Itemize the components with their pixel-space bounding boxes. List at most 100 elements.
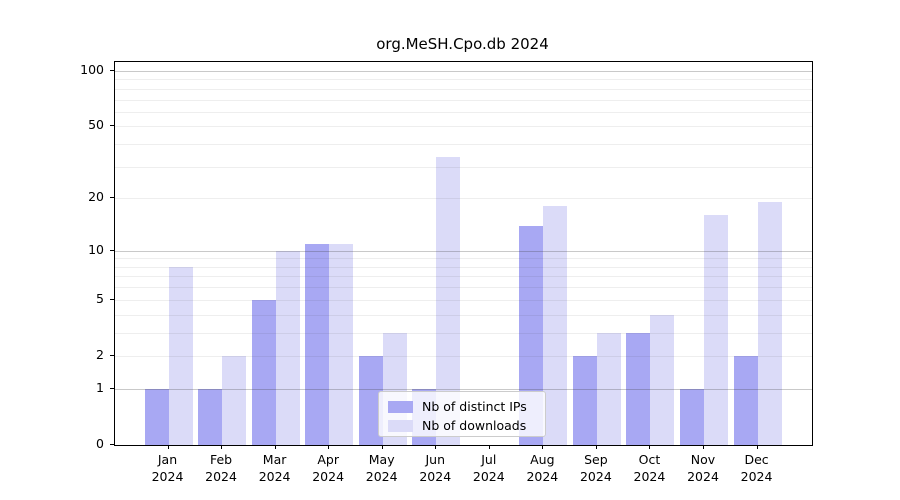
x-axis-tick xyxy=(274,445,276,449)
gridline-minor xyxy=(115,287,812,289)
bar-distinct-ips xyxy=(572,355,597,445)
x-tick-month: Mar xyxy=(262,452,287,467)
x-tick-month: Nov xyxy=(690,452,716,467)
y-axis-tick xyxy=(110,249,114,251)
y-tick-label: 1 xyxy=(96,379,104,395)
x-tick-year: 2024 xyxy=(633,468,666,484)
x-tick-year: 2024 xyxy=(740,468,773,484)
y-axis-tick xyxy=(110,387,114,389)
y-axis-tick xyxy=(110,125,114,127)
x-tick-label: Jun 2024 xyxy=(403,452,467,485)
y-tick-label: 20 xyxy=(88,189,104,205)
y-axis-tick xyxy=(110,70,114,71)
x-axis-tick xyxy=(542,445,544,449)
bar-downloads xyxy=(329,243,354,445)
x-tick-month: Dec xyxy=(744,452,769,467)
y-tick-label: 10 xyxy=(88,241,104,257)
x-tick-month: Feb xyxy=(209,452,233,467)
bar-downloads xyxy=(596,332,621,445)
gridline-minor xyxy=(115,276,812,278)
x-axis-tick xyxy=(328,445,330,449)
x-tick-label: Nov 2024 xyxy=(671,452,735,485)
y-axis-tick xyxy=(110,197,114,199)
x-tick-month: Oct xyxy=(638,452,661,467)
bar-downloads xyxy=(704,215,728,445)
x-axis-tick xyxy=(221,445,223,449)
bar-downloads xyxy=(543,206,568,445)
bar-distinct-ips xyxy=(733,355,758,445)
bar-downloads xyxy=(275,250,300,445)
legend-item-distinct-ips: Nb of distinct IPs xyxy=(388,397,545,416)
gridline-minor xyxy=(115,198,812,200)
x-axis-tick xyxy=(381,445,383,449)
x-tick-label: Aug 2024 xyxy=(510,452,574,485)
x-axis-tick xyxy=(167,445,169,449)
gridline-minor xyxy=(115,258,812,260)
x-tick-year: 2024 xyxy=(687,468,719,484)
gridline-major xyxy=(115,250,812,252)
x-tick-label: Mar 2024 xyxy=(243,452,307,485)
x-tick-month: May xyxy=(368,452,395,467)
x-tick-label: Feb 2024 xyxy=(189,452,253,485)
x-tick-year: 2024 xyxy=(472,468,505,484)
x-tick-month: Sep xyxy=(584,452,608,467)
bar-downloads xyxy=(757,202,782,445)
x-tick-month: Jul xyxy=(481,452,497,467)
bar-downloads xyxy=(650,314,675,445)
gridline-minor xyxy=(115,126,812,128)
y-axis-tick xyxy=(110,298,114,300)
bar-distinct-ips xyxy=(680,388,704,445)
x-tick-label: Sep 2024 xyxy=(564,452,628,485)
x-tick-label: May 2024 xyxy=(350,452,414,485)
y-tick-label: 100 xyxy=(80,62,104,77)
x-axis-tick xyxy=(595,445,597,449)
gridline-minor xyxy=(115,99,812,101)
x-axis-tick xyxy=(488,445,490,449)
gridline-minor xyxy=(115,314,812,316)
gridline-minor xyxy=(115,266,812,268)
legend-label-downloads: Nb of downloads xyxy=(422,418,527,433)
gridline-minor xyxy=(115,355,812,357)
y-tick-label: 5 xyxy=(96,290,104,306)
y-tick-label: 0 xyxy=(96,436,104,451)
x-tick-label: Oct 2024 xyxy=(617,452,681,485)
x-tick-year: 2024 xyxy=(419,468,452,484)
bar-downloads xyxy=(222,355,247,445)
x-axis-tick xyxy=(756,445,758,449)
legend-item-downloads: Nb of downloads xyxy=(388,416,545,435)
legend-swatch-distinct-ips-icon xyxy=(388,400,413,413)
x-tick-label: Jul 2024 xyxy=(457,452,521,485)
gridline-major xyxy=(115,388,812,390)
x-tick-year: 2024 xyxy=(365,468,398,484)
gridline-minor xyxy=(115,144,812,146)
x-tick-year: 2024 xyxy=(579,468,612,484)
gridline-minor xyxy=(115,111,812,113)
legend: Nb of distinct IPs Nb of downloads xyxy=(378,391,546,437)
x-tick-year: 2024 xyxy=(205,468,237,484)
gridline-major xyxy=(115,71,812,72)
x-axis-tick xyxy=(703,445,704,449)
y-tick-label: 50 xyxy=(88,117,104,133)
x-tick-month: Apr xyxy=(317,452,339,467)
x-tick-label: Dec 2024 xyxy=(725,452,789,485)
x-tick-month: Jun xyxy=(425,452,446,467)
y-axis-tick xyxy=(110,354,114,356)
y-tick-label: 2 xyxy=(96,346,104,362)
gridline-minor xyxy=(115,332,812,334)
x-axis-tick xyxy=(649,445,651,449)
bar-distinct-ips xyxy=(251,299,276,445)
x-tick-year: 2024 xyxy=(258,468,291,484)
x-tick-year: 2024 xyxy=(151,468,184,484)
x-tick-label: Jan 2024 xyxy=(136,452,200,485)
x-tick-month: Aug xyxy=(530,452,555,467)
x-tick-year: 2024 xyxy=(526,468,559,484)
x-tick-year: 2024 xyxy=(312,468,345,484)
bar-distinct-ips xyxy=(198,388,223,445)
bar-distinct-ips xyxy=(305,243,330,445)
bar-distinct-ips xyxy=(144,388,169,445)
chart-title: org.MeSH.Cpo.db 2024 xyxy=(376,35,549,53)
gridline-minor xyxy=(115,166,812,168)
plot-area xyxy=(114,61,813,446)
gridline-minor xyxy=(115,79,812,81)
